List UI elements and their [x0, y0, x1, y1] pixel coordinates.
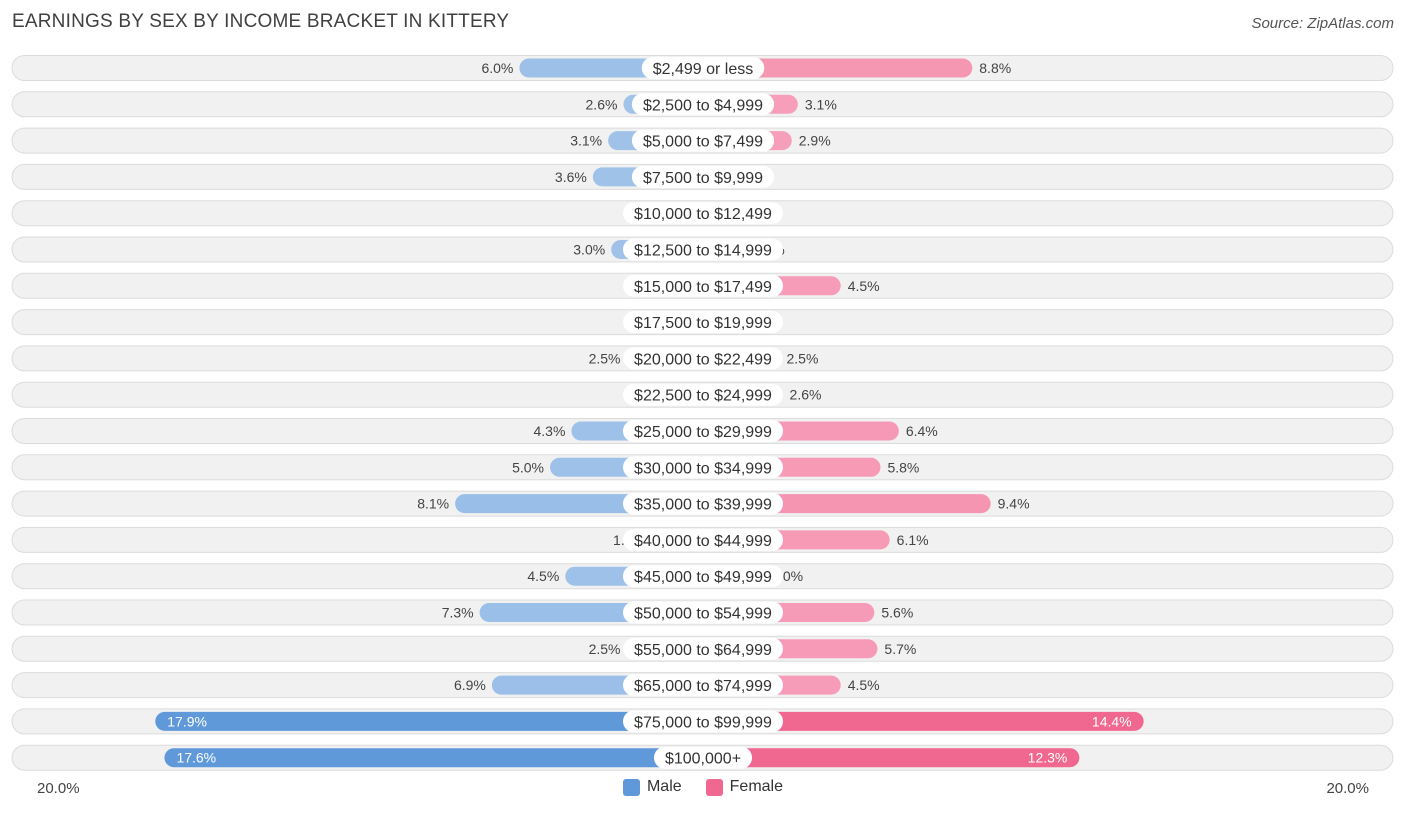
data-label-female: 4.5%: [848, 278, 880, 294]
category-label: $30,000 to $34,999: [634, 460, 772, 477]
bar-male: [155, 711, 703, 731]
data-label-male: 2.5%: [589, 350, 621, 366]
category-pill: [622, 238, 784, 261]
category-pill: [622, 528, 784, 551]
legend-swatch-male: [622, 778, 640, 796]
category-label: $65,000 to $74,999: [634, 678, 772, 695]
category-label: $17,500 to $19,999: [634, 315, 772, 332]
category-pill: [622, 601, 784, 624]
category-pill: [622, 674, 784, 697]
category-label: $75,000 to $99,999: [634, 714, 772, 731]
category-pill: [641, 57, 765, 79]
category-pill: [622, 492, 784, 515]
bar-female: [703, 711, 1144, 731]
bar-male: [164, 748, 703, 768]
data-label-female: 5.7%: [884, 641, 916, 657]
data-label-female: 5.6%: [881, 605, 913, 621]
legend-swatch-female: [705, 778, 723, 796]
category-label: $2,499 or less: [653, 61, 754, 78]
category-pill: [622, 274, 784, 297]
category-pill: [622, 710, 784, 733]
axis-right-label: 20.0%: [1326, 780, 1369, 797]
data-label-male: 3.0%: [573, 242, 605, 258]
data-label-female: 2.9%: [799, 133, 831, 149]
legend-item-female[interactable]: Female: [705, 778, 784, 796]
bar-female: [703, 748, 1080, 768]
category-pill: [622, 565, 784, 588]
data-label-female: 12.3%: [1028, 750, 1068, 766]
category-label: $10,000 to $12,499: [634, 206, 772, 223]
data-label-male: 6.0%: [481, 60, 513, 76]
data-label-male: 2.5%: [589, 641, 621, 657]
category-pill: [622, 456, 784, 479]
data-label-female: 6.1%: [897, 532, 929, 548]
category-label: $2,500 to $4,999: [643, 97, 763, 114]
category-pill: [622, 347, 784, 370]
category-label: $5,000 to $7,499: [643, 134, 763, 151]
data-label-male: 7.3%: [442, 605, 474, 621]
axis-left-label: 20.0%: [37, 780, 80, 797]
data-label-female: 9.4%: [998, 496, 1030, 512]
category-label: $55,000 to $64,999: [634, 642, 772, 659]
bar-female: [703, 58, 973, 78]
data-label-female: 2.5%: [787, 350, 819, 366]
category-label: $100,000+: [665, 751, 741, 768]
data-label-male: 2.6%: [586, 96, 618, 112]
data-label-male: 8.1%: [417, 496, 449, 512]
data-label-female: 4.5%: [848, 677, 880, 693]
legend-item-male[interactable]: Male: [622, 778, 682, 796]
data-label-male: 3.6%: [555, 169, 587, 185]
data-label-male: 4.5%: [527, 568, 559, 584]
legend: Male Female: [0, 778, 1406, 796]
category-label: $25,000 to $29,999: [634, 424, 772, 441]
data-label-female: 14.4%: [1092, 713, 1132, 729]
category-label: $15,000 to $17,499: [634, 279, 772, 296]
data-label-male: 17.6%: [176, 750, 216, 766]
data-label-female: 2.6%: [790, 387, 822, 403]
category-pill: [622, 311, 784, 334]
category-label: $12,500 to $14,999: [634, 243, 772, 260]
data-label-female: 5.8%: [887, 459, 919, 475]
data-label-male: 3.1%: [570, 133, 602, 149]
source-credit: Source: ZipAtlas.com: [1251, 15, 1394, 32]
category-pill: [622, 383, 784, 406]
category-label: $50,000 to $54,999: [634, 606, 772, 623]
category-label: $7,500 to $9,999: [643, 170, 763, 187]
category-label: $40,000 to $44,999: [634, 533, 772, 550]
category-pill: [631, 93, 775, 116]
category-pill: [622, 202, 784, 225]
category-label: $20,000 to $22,499: [634, 351, 772, 368]
category-pill: [622, 637, 784, 660]
category-pill: [653, 746, 753, 769]
legend-label-male: Male: [646, 778, 682, 795]
data-label-female: 3.1%: [805, 96, 837, 112]
data-label-male: 17.9%: [167, 713, 207, 729]
category-pill: [631, 165, 775, 188]
category-label: $45,000 to $49,999: [634, 569, 772, 586]
chart-title: EARNINGS BY SEX BY INCOME BRACKET IN KIT…: [12, 11, 510, 32]
data-label-female: 8.8%: [979, 60, 1011, 76]
legend-label-female: Female: [729, 778, 784, 795]
category-label: $35,000 to $39,999: [634, 497, 772, 514]
category-label: $22,500 to $24,999: [634, 388, 772, 405]
data-label-female: 6.4%: [906, 423, 938, 439]
category-pill: [631, 129, 775, 152]
data-label-male: 6.9%: [454, 677, 486, 693]
category-pill: [622, 420, 784, 442]
data-label-male: 5.0%: [512, 459, 544, 475]
data-label-male: 4.3%: [533, 423, 565, 439]
